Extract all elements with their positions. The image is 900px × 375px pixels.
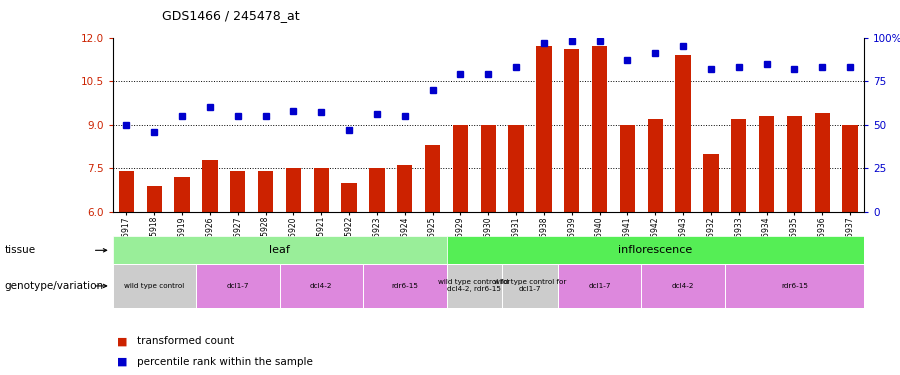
Bar: [230, 171, 246, 212]
Bar: [508, 125, 524, 212]
Text: GDS1466 / 245478_at: GDS1466 / 245478_at: [162, 9, 300, 22]
Bar: [564, 49, 580, 212]
Bar: [675, 55, 690, 212]
Bar: [481, 125, 496, 212]
Bar: [558, 264, 642, 308]
Text: genotype/variation: genotype/variation: [4, 281, 104, 291]
Bar: [446, 236, 864, 264]
Text: wild type control for
dcl1-7: wild type control for dcl1-7: [494, 279, 566, 292]
Text: ■: ■: [117, 357, 128, 367]
Text: dcl4-2: dcl4-2: [671, 283, 694, 289]
Bar: [642, 264, 724, 308]
Bar: [369, 168, 384, 212]
Bar: [258, 171, 274, 212]
Bar: [592, 46, 608, 212]
Bar: [363, 264, 446, 308]
Bar: [196, 264, 280, 308]
Bar: [453, 125, 468, 212]
Bar: [648, 119, 663, 212]
Bar: [787, 116, 802, 212]
Bar: [425, 145, 440, 212]
Bar: [814, 113, 830, 212]
Text: wild type control for
dcl4-2, rdr6-15: wild type control for dcl4-2, rdr6-15: [438, 279, 510, 292]
Bar: [112, 264, 196, 308]
Bar: [119, 171, 134, 212]
Bar: [703, 154, 718, 212]
Text: transformed count: transformed count: [137, 336, 234, 346]
Text: dcl1-7: dcl1-7: [227, 283, 249, 289]
Bar: [341, 183, 356, 212]
Bar: [502, 264, 558, 308]
Bar: [536, 46, 552, 212]
Text: rdr6-15: rdr6-15: [781, 283, 808, 289]
Text: percentile rank within the sample: percentile rank within the sample: [137, 357, 312, 367]
Text: ■: ■: [117, 336, 128, 346]
Bar: [175, 177, 190, 212]
Bar: [620, 125, 635, 212]
Bar: [842, 125, 858, 212]
Text: dcl1-7: dcl1-7: [589, 283, 611, 289]
Text: dcl4-2: dcl4-2: [310, 283, 332, 289]
Bar: [446, 264, 502, 308]
Bar: [759, 116, 774, 212]
Text: leaf: leaf: [269, 245, 290, 255]
Bar: [731, 119, 746, 212]
Text: inflorescence: inflorescence: [618, 245, 692, 255]
Bar: [147, 186, 162, 212]
Bar: [397, 165, 412, 212]
Bar: [280, 264, 363, 308]
Bar: [112, 236, 446, 264]
Bar: [286, 168, 302, 212]
Bar: [313, 168, 328, 212]
Bar: [724, 264, 864, 308]
Bar: [202, 160, 218, 212]
Text: tissue: tissue: [4, 245, 36, 255]
Text: wild type control: wild type control: [124, 283, 184, 289]
Text: rdr6-15: rdr6-15: [392, 283, 418, 289]
